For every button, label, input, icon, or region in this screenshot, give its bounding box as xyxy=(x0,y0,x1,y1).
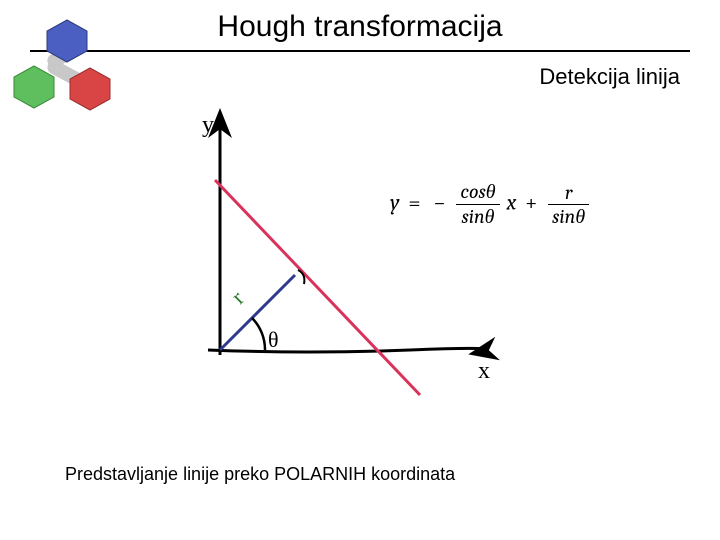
x-axis-label: x xyxy=(478,358,490,384)
formula-frac2-den: sinθ xyxy=(548,205,589,229)
formula-plus: + xyxy=(525,190,537,216)
caption: Predstavljanje linije preko POLARNIH koo… xyxy=(65,464,455,485)
logo xyxy=(12,18,122,113)
formula-neg: − xyxy=(433,190,445,216)
theta-arc xyxy=(252,318,265,350)
diagram-svg: y x r θ xyxy=(160,100,500,410)
formula-frac1: cosθ sinθ xyxy=(456,180,499,229)
y-axis-label: y xyxy=(202,112,214,138)
formula-lhs: y xyxy=(390,190,399,216)
title-rule xyxy=(30,50,690,52)
formula-frac2-num: r xyxy=(548,181,589,205)
formula-frac1-den: sinθ xyxy=(456,205,499,229)
formula-frac2: r sinθ xyxy=(548,181,589,229)
line-equation: y = − cosθ sinθ x + r sinθ xyxy=(390,180,591,229)
page-title: Hough transformacija xyxy=(30,10,690,48)
formula-frac1-num: cosθ xyxy=(456,180,499,205)
theta-label: θ xyxy=(268,327,279,352)
formula-eq: = xyxy=(408,190,420,216)
formula-x: x xyxy=(506,190,516,216)
logo-hex-left xyxy=(14,66,54,108)
x-axis xyxy=(208,348,487,352)
r-label: r xyxy=(226,285,249,308)
diagram: y x r θ y = − cosθ sinθ x + r sinθ xyxy=(160,100,620,400)
page-subtitle: Detekcija linija xyxy=(30,64,690,90)
